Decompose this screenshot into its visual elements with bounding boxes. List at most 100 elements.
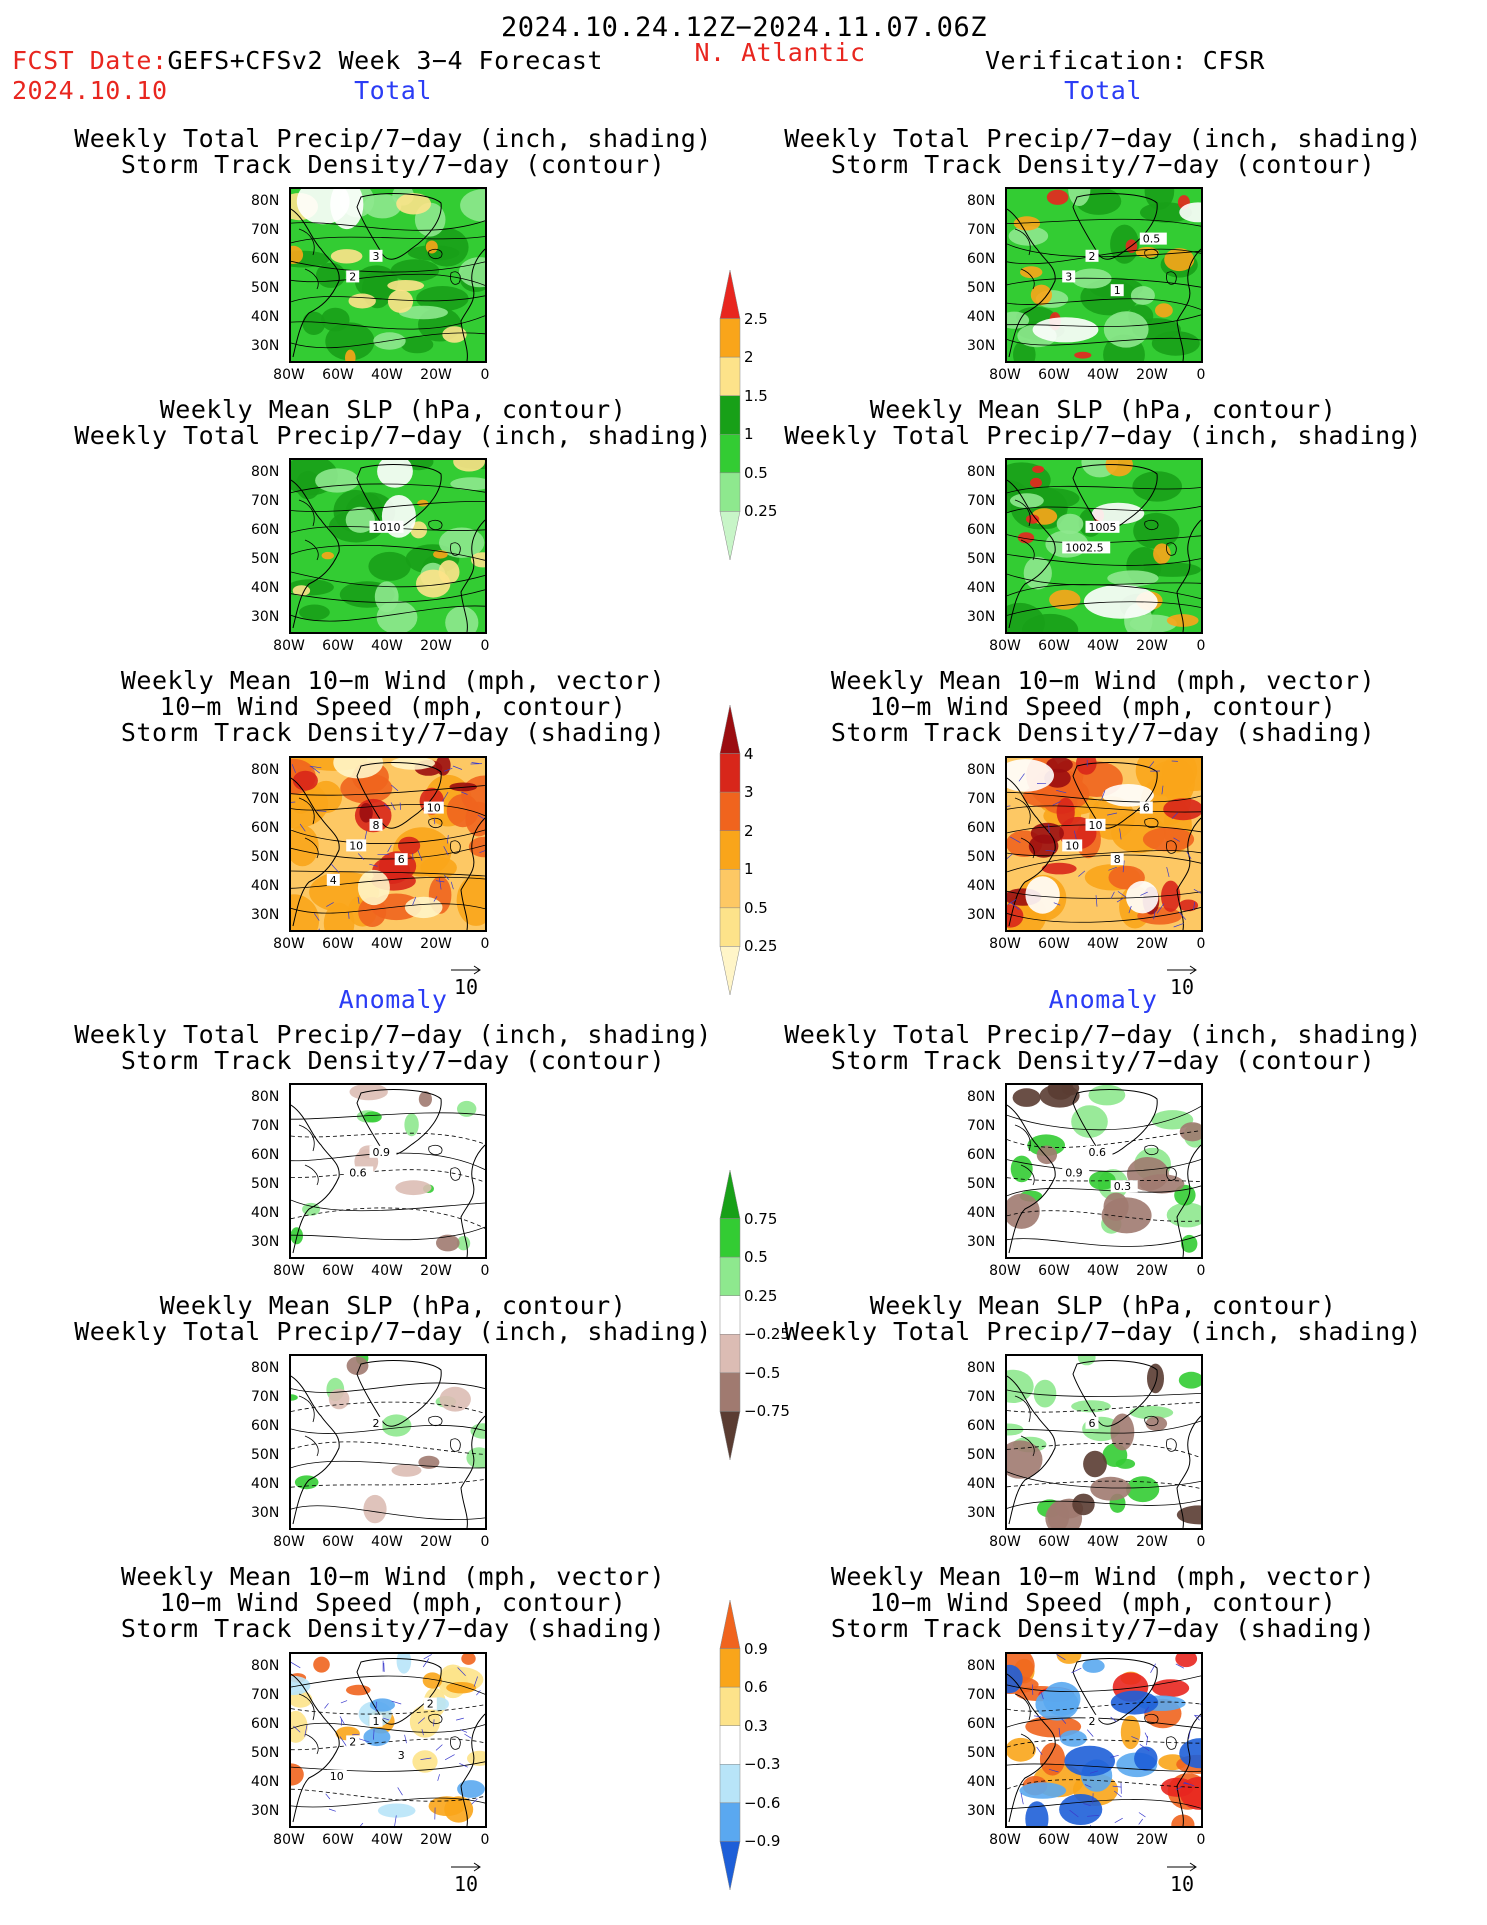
shading-blob [1083,1450,1107,1478]
wind-vector [1045,849,1056,852]
contour-line [291,1226,485,1241]
wind-vector [1166,867,1170,877]
lon-tick-label: 80W [989,936,1021,952]
colorbar-segment [719,1372,741,1412]
map-canvas: 8 10 6 10 4 [291,758,485,930]
shading-blob [1010,493,1044,509]
contour-label: 1002.5 [1065,541,1104,554]
lon-tick-label: 60W [322,1832,354,1848]
contour-label-bg [346,1735,360,1748]
date-range: 2024.10.24.12Z−2024.11.07.06Z [501,12,987,43]
shading-blob [1151,1679,1190,1697]
verification-label: Verification: CFSR [985,46,1265,75]
contour-label-bg [346,839,367,852]
shading-blob [345,349,356,361]
shading-blob [1129,1406,1174,1420]
colorbar-label: 0.25 [744,502,778,521]
shading-blob [1046,758,1073,773]
shading-blob [460,189,485,222]
contour-line [291,220,485,231]
contour-label: 6 [398,853,405,866]
shading-blob [1064,1745,1115,1777]
shading-blob [328,1388,350,1410]
shading-blob [1046,189,1069,205]
colorbar-segment [719,1841,741,1891]
na-coast [1007,1104,1056,1254]
wind-vector [1193,901,1196,911]
british-isles [450,1736,461,1750]
shading-blob [404,1113,419,1137]
wind-vector [443,846,449,856]
colorbar-segment [719,1764,741,1804]
shading-blob [1074,351,1092,359]
panel-title-line: 10−m Wind Speed (mph, contour) [159,692,627,721]
panel-title-line: Weekly Mean 10−m Wind (mph, vector) [120,666,666,695]
lon-tick-label: 20W [1136,367,1168,383]
contour-line [1007,1159,1201,1172]
contour-line [1007,1105,1201,1131]
vector-reference-label: 10 [1169,975,1195,999]
lon-tick-label: 20W [420,936,452,952]
wind-vector [1058,1727,1061,1738]
contour-line [291,870,485,877]
wind-vector [437,1774,440,1781]
wind-vector [421,1729,424,1736]
contour-label: 2 [349,1735,356,1748]
shading-blob [291,894,320,930]
greenland-coast [356,464,442,531]
colorbar-segment [719,1295,741,1335]
contour-label: 0.5 [1143,233,1161,246]
shading-blob [296,189,350,225]
wind-vector [456,1717,464,1721]
shading-blob [1056,1654,1082,1664]
shading-blob [1126,1476,1160,1503]
wind-vector [1007,899,1017,905]
shading-blob [292,770,318,791]
wind-vector [422,1658,430,1668]
na-islands [298,1693,319,1755]
contour-line [1007,907,1201,923]
lon-tick-label: 0 [1196,638,1206,654]
wind-vector [357,897,360,904]
vector-reference-label: 10 [453,1872,479,1896]
shading-blob [291,245,304,264]
panel-title-line: Weekly Mean SLP (hPa, contour) [159,395,627,424]
lon-tick-label: 80W [989,1832,1021,1848]
contour-line [291,236,485,244]
colorbar-label: 1 [744,860,754,879]
na-islands [1014,228,1035,290]
wind-vector [471,1798,478,1805]
iceland [1144,520,1159,530]
wind-vector [1175,1786,1183,1791]
colorbar-segment [719,434,741,474]
wind-vector [1188,1730,1191,1739]
contour-label-bg [326,873,340,886]
colorbar-segment [719,1411,741,1461]
lon-tick-label: 0 [1196,1534,1206,1550]
lon-tick-label: 20W [420,638,452,654]
map-canvas: 2 [291,1356,485,1528]
colorbar-segment [719,753,741,793]
map-canvas: 1005 1002.5 [1007,460,1201,632]
shading-blob [291,1394,298,1401]
map-canvas: 10 10 8 6 [1007,758,1201,930]
na-coast [291,479,340,629]
shading-blob [422,1672,443,1689]
map-frame: 8 10 6 10 4 [289,756,487,932]
wind-vector [1007,805,1011,807]
contour-label: 3 [398,1749,405,1762]
lon-tick-label: 60W [1038,1534,1070,1550]
wind-vector [1040,1692,1044,1700]
panel-title-line: Weekly Mean SLP (hPa, contour) [869,1291,1337,1320]
shading-blob [299,604,330,621]
contour-line [1007,1499,1201,1509]
lon-tick-label: 40W [1087,936,1119,952]
shading-blob [1115,1458,1136,1469]
lon-tick-label: 0 [1196,367,1206,383]
contour-line [291,544,485,561]
wind-vector [1073,830,1077,840]
vector-reference: 10 [1165,1857,1199,1896]
colorbar-canvas [719,1599,741,1891]
colorbar-label: 0.25 [744,937,778,956]
contour-line [1007,554,1201,566]
